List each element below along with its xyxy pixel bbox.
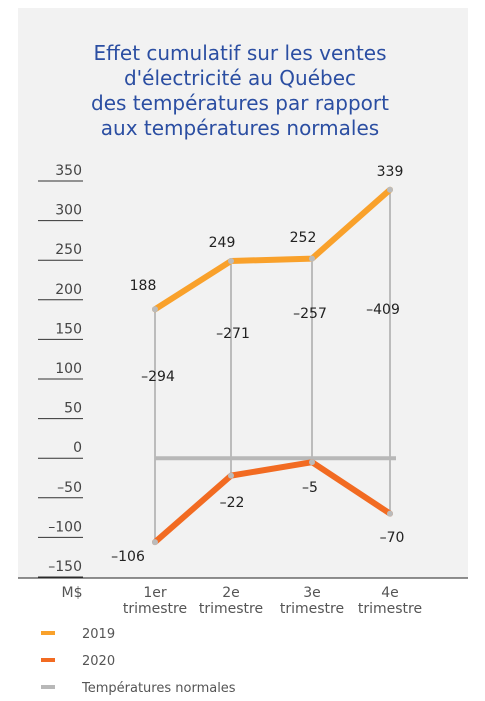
series-line bbox=[152, 459, 393, 546]
y-tick-label: 100 bbox=[55, 361, 82, 377]
point bbox=[309, 255, 315, 262]
x-tick-label: 1er trimestre bbox=[123, 585, 187, 617]
chart-title: Effet cumulatif sur les ventes bbox=[93, 41, 386, 65]
chart-title: des températures par rapport bbox=[91, 91, 389, 115]
point bbox=[228, 472, 234, 479]
y-tick-label: 300 bbox=[55, 203, 82, 219]
data-label: –22 bbox=[220, 495, 245, 511]
x-tick-label-line: trimestre bbox=[358, 601, 422, 617]
y-tick-label: 150 bbox=[55, 321, 82, 337]
y-tick-label: –100 bbox=[48, 519, 82, 535]
y-unit: M$ bbox=[62, 585, 83, 601]
chart-title: aux températures normales bbox=[101, 116, 379, 140]
data-label: 252 bbox=[290, 230, 317, 246]
point bbox=[228, 257, 234, 264]
y-tick-label: –150 bbox=[48, 559, 82, 575]
y-tick-label: 250 bbox=[55, 242, 82, 258]
data-label: 249 bbox=[209, 235, 236, 251]
y-tick-label: –50 bbox=[57, 480, 82, 496]
chart-title: d'électricité au Québec bbox=[124, 66, 356, 90]
legend-label: 2020 bbox=[82, 654, 115, 669]
point bbox=[152, 306, 158, 313]
x-tick-label: 4e trimestre bbox=[358, 585, 422, 617]
data-label: –70 bbox=[380, 530, 405, 546]
x-tick-label-line: trimestre bbox=[199, 601, 263, 617]
data-label: 188 bbox=[130, 278, 157, 294]
series-line bbox=[152, 186, 393, 313]
panel bbox=[18, 8, 468, 578]
x-tick-label-line: 4e bbox=[381, 585, 399, 601]
difference-label: –409 bbox=[366, 302, 400, 318]
y-tick-label: 350 bbox=[55, 163, 82, 179]
point bbox=[309, 459, 315, 466]
point bbox=[152, 539, 158, 546]
difference-label: –271 bbox=[216, 326, 250, 342]
x-tick-label-line: 3e bbox=[303, 585, 321, 601]
point bbox=[387, 186, 393, 193]
y-tick-label: 0 bbox=[73, 440, 82, 456]
y-tick-label: 200 bbox=[55, 282, 82, 298]
y-tick-label: 50 bbox=[64, 401, 82, 417]
x-tick-label-line: trimestre bbox=[280, 601, 344, 617]
data-label: –5 bbox=[302, 480, 318, 496]
difference-label: –257 bbox=[293, 306, 327, 322]
x-tick-label: 3e trimestre bbox=[280, 585, 344, 617]
legend-label: 2019 bbox=[82, 627, 115, 642]
legend-label: Températures normales bbox=[81, 681, 236, 696]
x-tick-label-line: 2e bbox=[222, 585, 240, 601]
x-tick-label-line: trimestre bbox=[123, 601, 187, 617]
difference-label: –294 bbox=[141, 369, 175, 385]
data-label: –106 bbox=[111, 549, 145, 565]
data-label: 339 bbox=[377, 164, 404, 180]
x-tick-label: 2e trimestre bbox=[199, 585, 263, 617]
point bbox=[387, 510, 393, 517]
x-tick-label-line: 1er bbox=[143, 585, 167, 601]
